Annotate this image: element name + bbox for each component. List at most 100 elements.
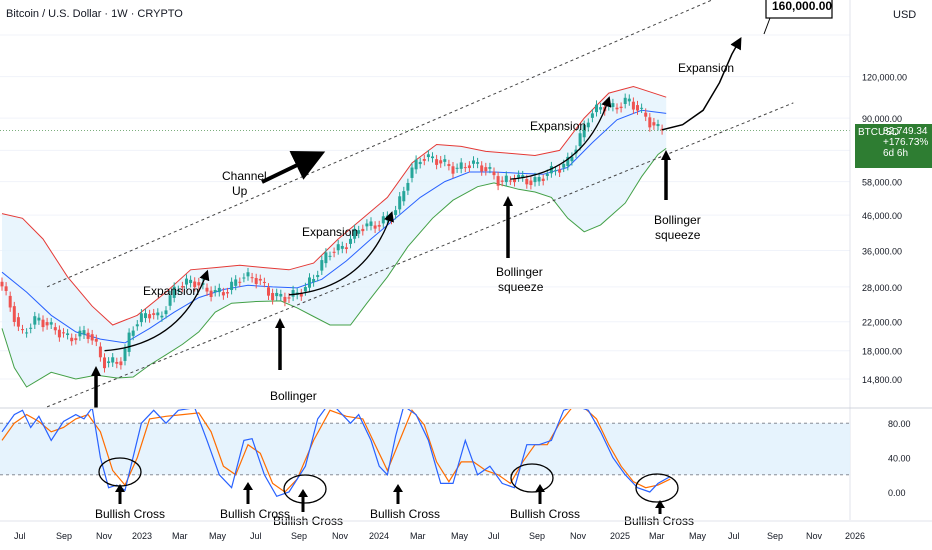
candle-body [180, 286, 184, 288]
stoch-band-fill [0, 423, 850, 475]
candle-body [242, 277, 246, 279]
candle-body [25, 332, 29, 334]
bollinger-squeeze-label: squeeze [655, 228, 701, 242]
candle-body [160, 315, 164, 318]
candle-body [107, 361, 111, 364]
last-price-value: 82,749.34 [883, 126, 928, 137]
bollinger-lower-line [1, 147, 667, 388]
candle-body [414, 159, 418, 170]
candle-body [529, 180, 533, 186]
candle-body [484, 167, 488, 172]
ticker-label: BTCUSD [858, 127, 900, 138]
candle-body [193, 281, 197, 288]
x-tick-label: Sep [767, 531, 783, 541]
candle-body [234, 279, 238, 286]
bullish-cross-arrow-head [393, 484, 403, 492]
candle-body [29, 327, 33, 329]
candle-body [119, 361, 123, 366]
candle-body [0, 281, 4, 287]
x-tick-label: Mar [172, 531, 188, 541]
candle-body [541, 178, 545, 181]
x-tick-label: Sep [56, 531, 72, 541]
channel-upper-line [46, 0, 714, 288]
candle-body [365, 223, 369, 227]
bar-countdown: 6d 6h [883, 148, 909, 159]
x-tick-label: Sep [529, 531, 545, 541]
target-callout-label: 160,000.00 [772, 0, 832, 13]
candle-body [451, 166, 455, 174]
candle-body [37, 317, 41, 321]
candle-body [213, 289, 217, 293]
expansion-label: Expansion [143, 284, 199, 298]
candle-body [123, 348, 127, 361]
expansion-arc [104, 269, 210, 352]
x-tick-label: 2026 [845, 531, 865, 541]
candle-body [422, 158, 426, 161]
channel-lower-line [46, 102, 794, 408]
x-tick-label: May [451, 531, 469, 541]
x-tick-label: May [689, 531, 707, 541]
channel-up-label: Up [232, 184, 248, 198]
candle-body [8, 295, 12, 308]
candle-body [115, 361, 119, 364]
x-tick-label: Mar [410, 531, 426, 541]
candle-body [627, 98, 631, 102]
candle-body [521, 175, 525, 178]
stoch-d-line [1, 409, 671, 493]
candle-body [148, 314, 152, 319]
candle-body [631, 101, 635, 110]
candle-body [299, 293, 303, 297]
price-pane [0, 0, 850, 408]
candle-body [62, 332, 65, 334]
candle-body [398, 196, 402, 210]
squeeze-arrow-head [91, 366, 101, 376]
candle-body [217, 287, 221, 293]
candle-body [410, 167, 414, 178]
expansion-arc [510, 96, 612, 180]
price-change-percent: +176.73% [883, 137, 929, 148]
candle-body [66, 333, 70, 336]
candle-body [90, 334, 94, 341]
candle-body [361, 228, 365, 232]
y-tick-label: 120,000.00 [862, 73, 907, 83]
candle-body [303, 287, 307, 292]
candle-body [394, 210, 398, 215]
x-tick-label: Jul [14, 531, 26, 541]
candle-body [426, 154, 430, 158]
expansion-arc [288, 211, 394, 296]
candle-body [615, 107, 619, 110]
bullish-cross-label: Bullish Cross [95, 507, 165, 521]
candle-body [463, 167, 467, 169]
candle-body [291, 290, 295, 297]
candle-body [176, 289, 180, 291]
candle-body [131, 330, 135, 336]
candle-body [381, 216, 385, 224]
candle-body [599, 107, 603, 110]
candle-body [53, 327, 57, 331]
bullish-cross-label: Bullish Cross [510, 507, 580, 521]
currency-label[interactable]: USD [893, 9, 917, 21]
candle-body [254, 278, 258, 284]
candle-body [267, 287, 270, 296]
candle-body [431, 156, 434, 159]
bullish-cross-arrow-head [655, 500, 665, 508]
stoch-k-line [1, 409, 671, 498]
candle-body [103, 357, 106, 369]
target-callout-box [765, 0, 833, 19]
bollinger-band-fill [2, 86, 667, 387]
candle-body [472, 160, 475, 164]
channel-up-label: Channel [222, 169, 267, 183]
candle-body [324, 252, 328, 264]
candle-body [70, 337, 74, 342]
bollinger-squeeze-label: Bollinger [496, 265, 543, 279]
x-tick-label: Nov [96, 531, 113, 541]
candle-body [578, 133, 582, 147]
target-callout-pointer [763, 17, 771, 35]
candle-body [172, 286, 176, 298]
candle-body [545, 173, 549, 176]
candle-body [500, 180, 504, 182]
candle-body [369, 221, 373, 226]
candle-body [332, 251, 336, 253]
candle-body [144, 313, 147, 319]
